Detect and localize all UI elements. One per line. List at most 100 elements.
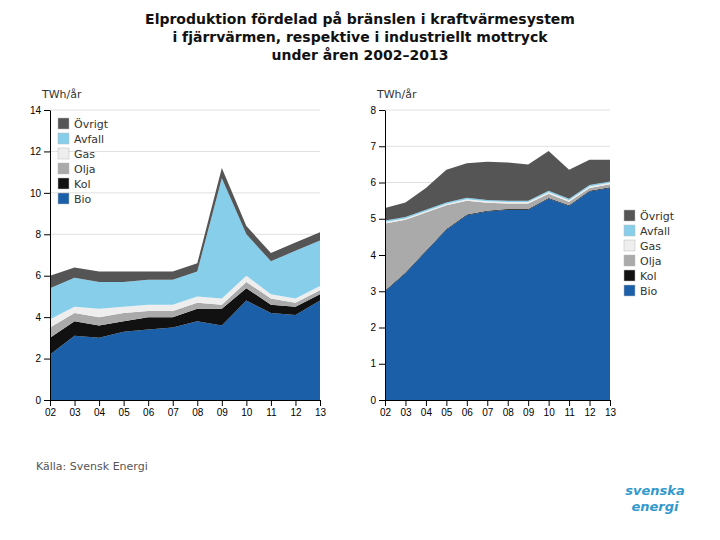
x-tick-mark [222,400,223,406]
legend-item: Olja [624,255,662,268]
y-tick-mark [44,317,50,318]
x-tick-label: 05 [441,407,453,418]
x-tick: 11 [266,400,277,418]
x-tick-label: 09 [217,407,229,418]
grid-line [385,110,610,111]
legend-label: Gas [74,148,95,161]
chart-root: Elproduktion fördelad på bränslen i kraf… [0,0,720,540]
legend-swatch [624,225,635,236]
legend: ÖvrigtAvfallGasOljaKolBio [624,210,675,298]
y-tick-mark [379,255,385,256]
x-tick: 13 [605,400,617,418]
x-tick: 09 [217,400,229,418]
x-tick-mark [124,400,125,406]
axis-line [385,111,386,401]
legend-label: Kol [74,178,90,191]
y-axis: 012345678 [370,105,385,406]
legend-label: Olja [640,255,662,268]
x-axis: 020304050607080910111213 [45,400,327,418]
x-tick: 12 [584,400,596,418]
x-tick: 04 [421,400,433,418]
y-tick-mark [379,183,385,184]
x-tick-mark [487,400,488,406]
x-tick-mark [320,400,321,406]
y-tick-mark [379,110,385,111]
x-tick-label: 02 [380,407,392,418]
y-tick-label: 5 [370,213,376,224]
annotation-line: energi [631,499,679,514]
x-tick-label: 05 [119,407,131,418]
panel: 020304050607080910111213012345678TWh/årÖ… [370,88,674,418]
legend-swatch [624,255,635,266]
y-label: TWh/år [376,88,417,101]
legend-swatch [58,178,69,189]
x-tick: 02 [45,400,57,418]
legend-label: Övrigt [640,210,675,223]
y-tick: 2 [35,353,50,364]
legend-swatch [58,148,69,159]
legend-label: Bio [640,285,658,298]
y-tick-label: 0 [370,395,376,406]
x-tick-label: 13 [605,407,617,418]
x-tick: 08 [192,400,204,418]
x-tick-label: 12 [290,407,302,418]
y-tick-label: 8 [35,229,41,240]
x-tick-label: 03 [69,407,81,418]
legend-label: Övrigt [74,118,109,131]
x-tick-mark [385,400,386,406]
x-tick-mark [590,400,591,406]
y-tick-label: 12 [30,146,42,157]
legend-label: Olja [74,163,96,176]
legend-swatch [58,193,69,204]
y-tick-label: 6 [370,177,376,188]
title-line: Elproduktion fördelad på bränslen i kraf… [145,11,575,27]
grid [385,110,610,400]
legend-item: Kol [58,178,90,191]
y-tick: 7 [370,141,385,152]
y-tick-label: 8 [370,105,376,116]
y-tick: 0 [35,395,50,406]
legend-item: Gas [58,148,95,161]
x-tick-mark [50,400,51,406]
x-tick: 03 [400,400,412,418]
y-tick: 4 [35,312,50,323]
x-tick-mark [99,400,100,406]
y-tick-mark [379,328,385,329]
legend-item: Avfall [624,225,670,238]
y-tick: 1 [370,358,385,369]
legend-item: Bio [624,285,658,298]
source: Källa: Svensk Energi [36,460,148,473]
x-tick-label: 03 [400,407,412,418]
x-tick-mark [295,400,296,406]
y-tick-label: 3 [370,286,376,297]
legend-swatch [624,210,635,221]
y-tick: 5 [370,213,385,224]
legend-label: Gas [640,240,661,253]
x-tick-label: 10 [241,407,253,418]
y-tick: 3 [370,286,385,297]
x-tick-mark [173,400,174,406]
legend-item: Övrigt [624,210,675,223]
y-tick-mark [44,234,50,235]
x-tick: 06 [462,400,474,418]
x-tick-mark [405,400,406,406]
areas [385,151,610,400]
x-tick-label: 07 [482,407,494,418]
x-tick: 02 [380,400,392,418]
x-tick-label: 06 [462,407,474,418]
title-line: under åren 2002–2013 [272,47,449,63]
y-tick: 8 [35,229,50,240]
x-tick-label: 13 [315,407,327,418]
x-tick-label: 08 [503,407,515,418]
legend-swatch [624,285,635,296]
y-tick-mark [379,400,385,401]
axis-line [50,111,51,401]
x-tick-label: 09 [523,407,535,418]
x-tick: 10 [241,400,253,418]
y-tick-mark [44,276,50,277]
axis-line [386,400,611,401]
panel: 02030405060708091011121302468101214TWh/å… [30,88,327,418]
y-tick-label: 7 [370,141,376,152]
y-tick-mark [379,364,385,365]
y-tick-mark [379,219,385,220]
